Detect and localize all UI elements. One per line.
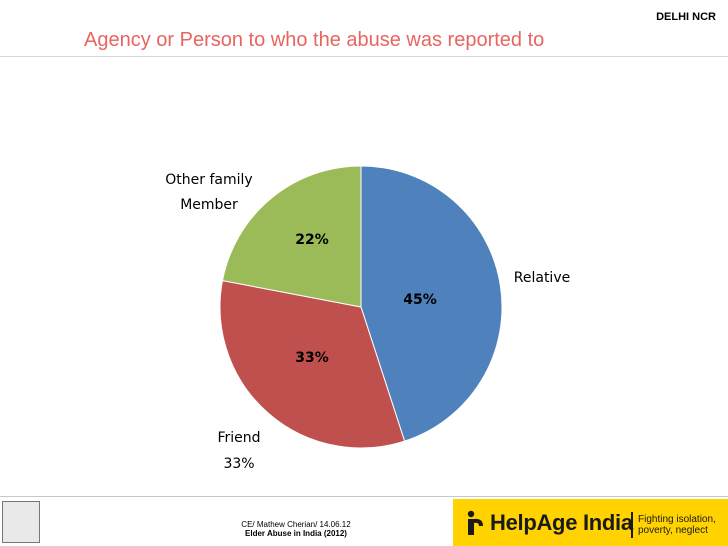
title-rule bbox=[0, 56, 728, 57]
value-label-friend: 33% bbox=[295, 350, 329, 366]
helpage-logo-icon bbox=[467, 510, 483, 535]
credit-line-2: Elder Abuse in India (2012) bbox=[245, 529, 347, 538]
pie-chart: 45% 33% 22% Relative Friend 33% Other fa… bbox=[165, 165, 570, 472]
partner-logo bbox=[2, 501, 40, 543]
brand-tagline-line-1: Fighting isolation, bbox=[638, 514, 716, 525]
slice-value-labels: 45% 33% 22% bbox=[295, 232, 437, 366]
pie-slice-relative bbox=[360, 165, 503, 442]
category-label-other-family: Other family bbox=[165, 172, 252, 188]
category-label-relative: Relative bbox=[514, 270, 570, 286]
credit-line-1: CE/ Mathew Cherian/ 14.06.12 bbox=[241, 520, 351, 529]
brand-tagline: Fighting isolation, poverty, neglect bbox=[638, 514, 716, 536]
slide-title: Agency or Person to who the abuse was re… bbox=[84, 29, 545, 51]
category-labels: Relative Friend 33% Other family Member bbox=[165, 172, 570, 472]
category-label-friend: Friend bbox=[217, 430, 260, 446]
value-label-other-family: 22% bbox=[295, 232, 329, 248]
pie-slice-other-family bbox=[221, 165, 362, 308]
brand-tagline-line-2: poverty, neglect bbox=[638, 525, 708, 536]
pie-slices bbox=[219, 165, 503, 449]
footer-credit: CE/ Mathew Cherian/ 14.06.12 Elder Abuse… bbox=[216, 520, 376, 538]
region-tag: DELHI NCR bbox=[656, 11, 716, 23]
category-label-other-family-member: Member bbox=[180, 197, 238, 213]
brand-separator bbox=[631, 512, 633, 538]
brand-banner bbox=[453, 499, 728, 546]
category-label-friend-percent: 33% bbox=[223, 456, 254, 472]
brand-name: HelpAge India bbox=[490, 510, 633, 535]
footer-rule bbox=[0, 496, 728, 497]
pie-slice-friend bbox=[219, 279, 406, 449]
value-label-relative: 45% bbox=[403, 292, 437, 308]
